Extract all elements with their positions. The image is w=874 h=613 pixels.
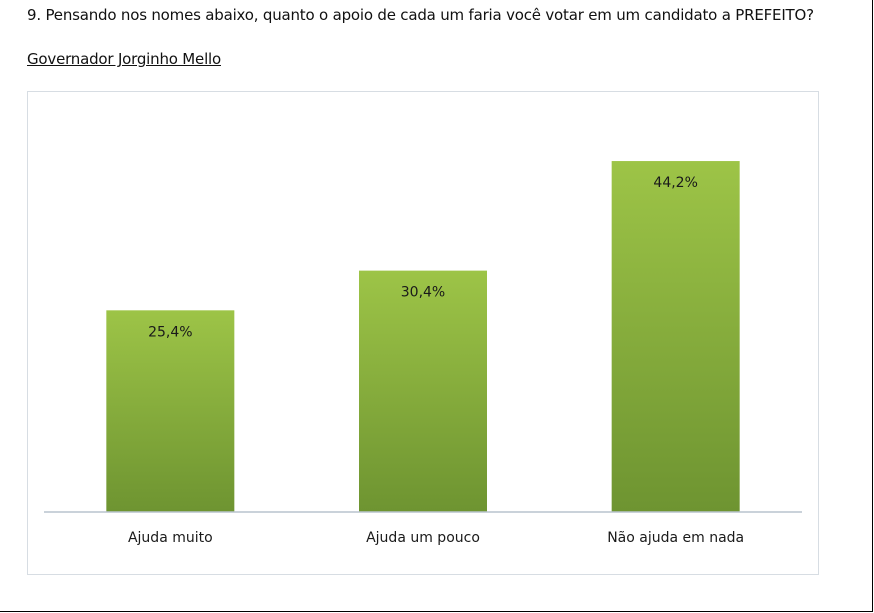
category-label-3: Não ajuda em nada (607, 530, 744, 546)
chart-area (27, 91, 819, 575)
chart-subtitle: Governador Jorginho Mello (27, 50, 221, 68)
value-label-1: 25,4% (148, 324, 192, 340)
bar-3 (611, 161, 740, 512)
question-text: 9. Pensando nos nomes abaixo, quanto o a… (27, 6, 814, 24)
bar-2 (359, 270, 487, 512)
category-label-2: Ajuda um pouco (366, 530, 480, 546)
category-label-1: Ajuda muito (128, 530, 213, 546)
bar-1 (106, 310, 235, 512)
value-label-2: 30,4% (401, 285, 445, 301)
value-label-3: 44,2% (653, 175, 697, 191)
